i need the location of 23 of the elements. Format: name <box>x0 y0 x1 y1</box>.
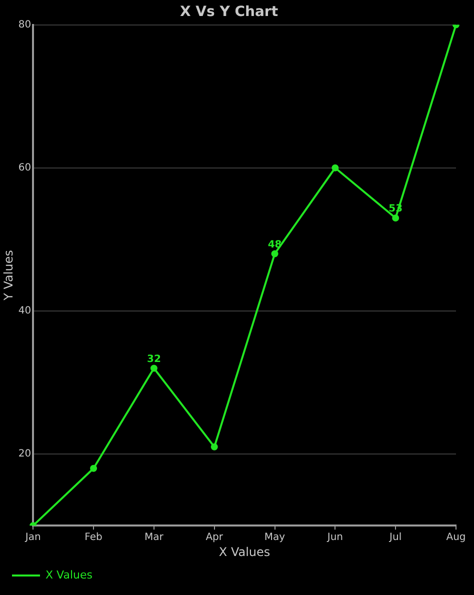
x-tick-label: Jun <box>326 532 343 544</box>
y-tick-label: 60 <box>18 162 32 174</box>
point <box>392 214 400 222</box>
x-tick-label: Feb <box>84 532 102 544</box>
point <box>150 364 158 372</box>
point <box>271 250 278 258</box>
y-tick-label: 40 <box>18 306 32 317</box>
data-label: 32 <box>146 354 161 365</box>
point <box>332 164 339 172</box>
chart-title: X Vs Y Chart <box>180 4 278 20</box>
x-tick-label: Aug <box>446 532 466 544</box>
x-tick-label: Jul <box>388 532 402 544</box>
y-tick-label: 20 <box>18 448 32 460</box>
legend-label: X Values <box>46 568 93 582</box>
point <box>90 464 98 472</box>
x-tick-label: May <box>264 532 286 544</box>
x-tick-label: Mar <box>144 532 164 544</box>
x-tick-label: Apr <box>206 532 224 544</box>
x-tick-label: Jan <box>24 532 41 544</box>
point <box>210 443 218 450</box>
y-tick-label: 80 <box>18 19 32 30</box>
x-axis-title: X Values <box>218 544 270 559</box>
y-axis-title: Y Values <box>1 250 16 302</box>
